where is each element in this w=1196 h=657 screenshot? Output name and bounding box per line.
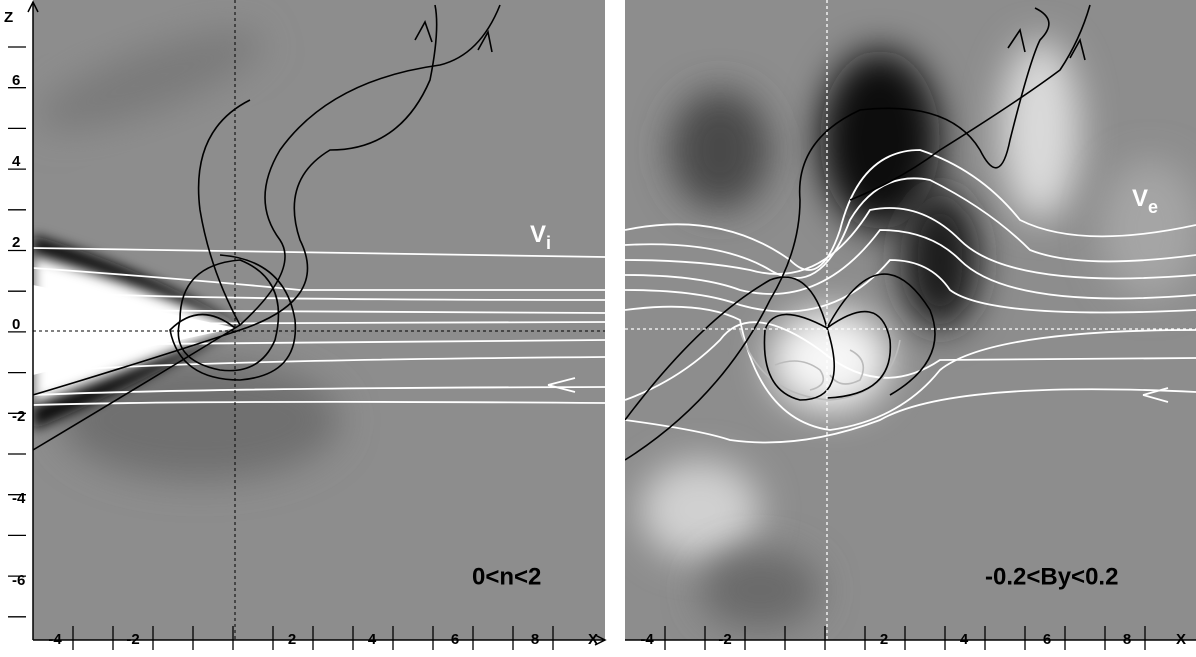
x-axis-label: X [1176,631,1186,648]
y-tick-label: -4 [12,490,26,507]
x-tick-label: 6 [1043,631,1051,648]
y-tick-label: 0 [12,316,20,333]
flow-label: Ve [1132,185,1158,216]
right-panel [625,0,1196,640]
y-tick-label: -6 [12,572,25,589]
x-tick-label: 4 [368,631,377,648]
y-tick-label: 2 [12,234,20,251]
x-tick-label: 8 [1123,631,1131,648]
x-tick-label: -2 [718,631,731,648]
y-tick-label: 6 [12,72,20,89]
x-tick-label: -2 [126,631,139,648]
x-tick-label: 8 [531,631,539,648]
y-tick-label: 4 [12,153,21,170]
flow-label: Vi [530,221,551,252]
x-tick-label: 2 [288,631,296,648]
range-label: 0<n<2 [472,563,541,590]
x-tick-label: 6 [451,631,459,648]
x-tick-label: 2 [880,631,888,648]
tick-marks [8,46,1146,650]
left-panel [33,0,605,640]
y-axis-label: Z [4,9,13,26]
x-tick-label: -4 [48,631,62,648]
range-label: -0.2<By<0.2 [985,563,1118,590]
x-tick-label: -4 [640,631,654,648]
axes [27,0,1196,646]
x-axis-label: X [588,631,598,648]
x-tick-label: 4 [960,631,969,648]
y-tick-label: -2 [12,408,25,425]
